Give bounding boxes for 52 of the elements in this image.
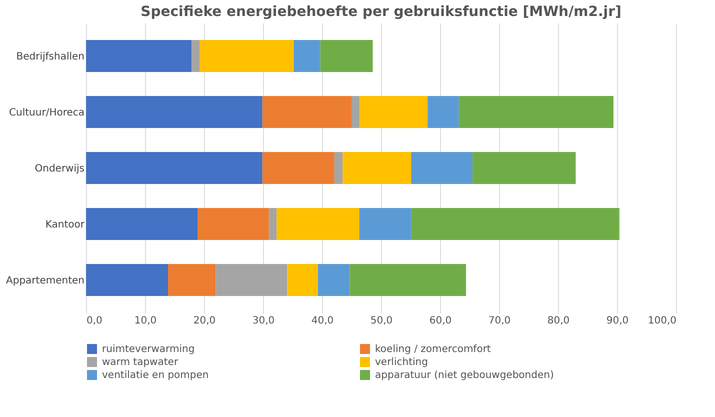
legend-label: apparatuur (niet gebouwgebonden)	[375, 370, 554, 381]
bar	[458, 96, 614, 128]
bar	[294, 40, 320, 72]
bar	[334, 152, 343, 184]
x-tick-label: 90,0	[606, 316, 629, 326]
bar	[411, 208, 620, 240]
bar	[276, 208, 360, 240]
legend-label: ventilatie en pompen	[102, 370, 209, 381]
bar	[200, 40, 294, 72]
bar	[287, 264, 318, 296]
x-tick-label: 30,0	[252, 316, 275, 326]
x-tick-label: 80,0	[547, 316, 570, 326]
x-tick-label: 70,0	[488, 316, 511, 326]
bar	[350, 264, 466, 296]
bar	[318, 264, 350, 296]
bar	[86, 96, 262, 128]
bar	[168, 264, 216, 296]
bar	[86, 264, 168, 296]
bar	[342, 152, 412, 184]
y-tick-label: Bedrijfshallen	[16, 52, 84, 62]
bar	[411, 152, 472, 184]
bar	[86, 208, 198, 240]
bar	[359, 208, 412, 240]
bar	[86, 40, 192, 72]
legend-label: verlichting	[375, 357, 428, 368]
bar	[192, 40, 200, 72]
bar	[86, 152, 262, 184]
x-tick-label: 20,0	[193, 316, 216, 326]
y-tick-label: Cultuur/Horeca	[9, 108, 84, 118]
bar	[352, 96, 360, 128]
x-tick-label: 50,0	[370, 316, 393, 326]
y-tick-label: Kantoor	[45, 220, 86, 230]
bar	[268, 208, 277, 240]
legend-label: warm tapwater	[102, 357, 179, 368]
legend-label: ruimteverwarming	[102, 344, 195, 355]
bar	[262, 152, 334, 184]
bar	[262, 96, 352, 128]
bar	[320, 40, 373, 72]
x-tick-label: 40,0	[311, 316, 334, 326]
x-tick-label: 10,0	[134, 316, 157, 326]
x-tick-label: 0,0	[86, 316, 102, 326]
x-tick-label: 60,0	[429, 316, 452, 326]
bar	[198, 208, 269, 240]
legend-label: koeling / zomercomfort	[375, 344, 491, 355]
bar	[428, 96, 459, 128]
y-tick-label: Onderwijs	[34, 164, 84, 174]
bar	[360, 96, 428, 128]
bar	[216, 264, 288, 296]
bar	[472, 152, 576, 184]
y-tick-label: Appartementen	[6, 276, 84, 286]
x-tick-label: 100,0	[648, 316, 676, 326]
chart-title: Specifieke energiebehoefte per gebruiksfunctie [MWh/m2.jr]	[140, 4, 622, 20]
